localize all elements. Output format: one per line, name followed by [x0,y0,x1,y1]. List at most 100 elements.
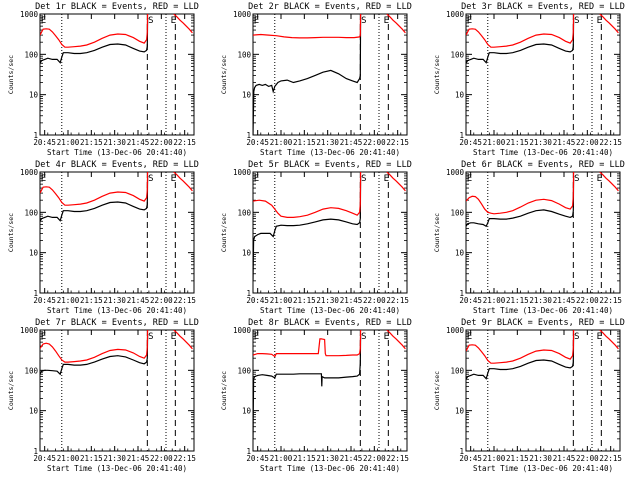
series-line-lld [173,172,193,192]
x-tick-label: 21:15 [293,138,316,147]
event-marker-label: E [597,16,602,26]
y-tick-label: 100 [24,208,38,217]
x-tick-label: 21:45 [553,454,576,463]
y-tick-label: 1 [459,131,464,140]
y-tick-label: 10 [455,91,465,100]
x-tick-label: 20:45 [246,138,269,147]
series-line-events [40,333,149,376]
x-tick-label: 21:15 [506,138,529,147]
event-marker-label: E [384,332,389,342]
event-marker-label: E [597,332,602,342]
x-tick-label: 21:45 [340,138,363,147]
y-axis-label: Counts/sec [433,213,441,252]
y-tick-label: 100 [237,366,251,375]
x-tick-label: 22:00 [576,296,599,305]
x-tick-label: 20:45 [246,454,269,463]
y-tick-label: 1 [33,131,38,140]
series-line-events [253,333,362,439]
series-line-lld [386,172,406,192]
event-marker-label: E [597,174,602,184]
y-tick-label: 1 [246,289,251,298]
x-axis-label: Start Time (13-Dec-06 20:41:40) [260,464,400,473]
event-marker-label: E [384,174,389,184]
event-marker-label: E [41,332,46,342]
y-axis-label: Counts/sec [220,55,228,94]
y-tick-label: 100 [237,50,251,59]
panel-title: Det 4r BLACK = Events, RED = LLD [35,160,199,170]
event-marker-label: S [148,174,153,184]
plot-frame [465,329,621,452]
x-axis-label: Start Time (13-Dec-06 20:41:40) [47,464,187,473]
plot-frame [39,13,195,136]
panel-title: Det 3r BLACK = Events, RED = LLD [461,2,625,12]
event-marker-label: E [467,174,472,184]
event-marker-label: E [41,174,46,184]
event-marker-label: E [171,174,176,184]
y-tick-label: 1 [459,289,464,298]
x-tick-label: 22:00 [576,138,599,147]
event-marker-label: E [467,16,472,26]
y-tick-label: 1000 [20,168,39,177]
event-marker-label: S [148,332,153,342]
x-axis-label: Start Time (13-Dec-06 20:41:40) [260,306,400,315]
y-axis-label: Counts/sec [7,213,15,252]
y-axis-label: Counts/sec [433,371,441,410]
x-tick-label: 22:15 [386,138,409,147]
y-tick-label: 1000 [233,326,252,335]
series-line-events [253,175,362,281]
x-tick-label: 21:45 [340,454,363,463]
series-line-events [466,17,575,64]
x-tick-label: 21:00 [483,138,506,147]
event-marker-label: E [384,16,389,26]
plot-frame [39,171,195,294]
y-axis-label: Counts/sec [433,55,441,94]
x-tick-label: 21:30 [316,454,339,463]
event-marker-label: E [171,16,176,26]
x-axis-label: Start Time (13-Dec-06 20:41:40) [473,464,613,473]
y-tick-label: 1 [246,447,251,456]
panel-title: Det 8r BLACK = Events, RED = LLD [248,318,412,328]
series-line-lld [466,330,575,364]
y-tick-label: 1000 [20,326,39,335]
x-tick-label: 21:45 [553,296,576,305]
y-tick-label: 10 [29,407,39,416]
event-marker-label: E [467,332,472,342]
x-tick-label: 21:45 [553,138,576,147]
panel-title: Det 7r BLACK = Events, RED = LLD [35,318,199,328]
series-line-lld [40,172,149,206]
x-tick-label: 20:45 [33,138,56,147]
series-line-lld [599,14,619,34]
x-tick-label: 20:45 [459,296,482,305]
x-tick-label: 22:00 [150,138,173,147]
y-tick-label: 10 [455,407,465,416]
x-tick-label: 20:45 [459,138,482,147]
x-tick-label: 21:30 [103,138,126,147]
y-tick-label: 100 [24,50,38,59]
x-tick-label: 21:30 [529,296,552,305]
event-marker-label: E [171,332,176,342]
x-tick-label: 21:30 [529,454,552,463]
x-tick-label: 21:30 [103,454,126,463]
series-line-lld [253,330,362,358]
y-tick-label: 1 [33,289,38,298]
y-tick-label: 1000 [233,168,252,177]
y-axis-label: Counts/sec [7,371,15,410]
x-tick-label: 21:15 [506,296,529,305]
x-tick-label: 21:15 [80,296,103,305]
y-axis-label: Counts/sec [220,371,228,410]
x-tick-label: 21:15 [506,454,529,463]
plot-frame [465,13,621,136]
plot-frame [252,13,408,136]
x-tick-label: 21:00 [57,296,80,305]
y-tick-label: 1 [33,447,38,456]
panel-title: Det 9r BLACK = Events, RED = LLD [461,318,625,328]
x-tick-label: 22:15 [599,454,622,463]
event-marker-label: S [361,16,366,26]
x-tick-label: 21:30 [316,296,339,305]
x-axis-label: Start Time (13-Dec-06 20:41:40) [260,148,400,157]
x-tick-label: 22:15 [173,138,196,147]
y-tick-label: 100 [450,50,464,59]
x-tick-label: 22:00 [150,296,173,305]
